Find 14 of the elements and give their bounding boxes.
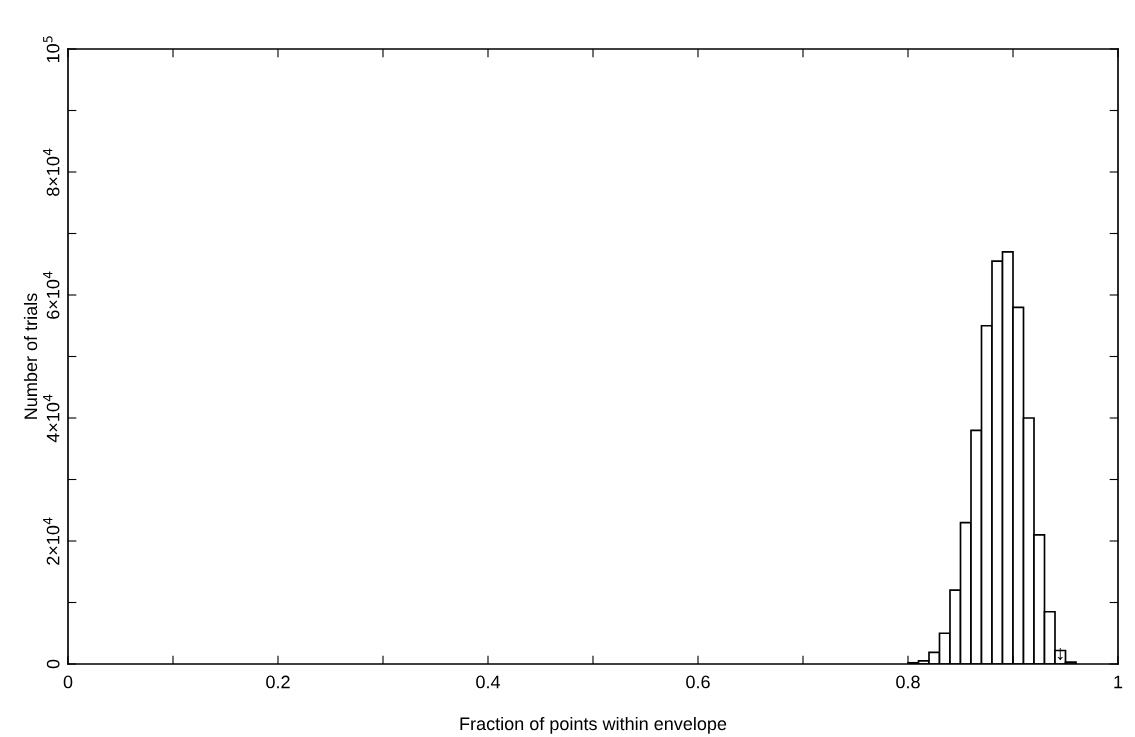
y-tick-label: 0: [46, 659, 60, 669]
x-tick-label: 0: [63, 675, 73, 689]
y-tick-label: 8×10$^{4}$: [43, 148, 60, 196]
y-axis-title: Number of trials: [23, 293, 38, 419]
x-tick-label: 1: [1114, 675, 1123, 689]
x-tick-label: 0.8: [896, 675, 920, 689]
y-tick-label: 10$^{5}$: [43, 36, 60, 63]
x-tick-label: 0.6: [686, 675, 710, 689]
y-tick-label: 2×10$^{4}$: [43, 517, 60, 565]
x-tick-label: 0.2: [266, 675, 290, 689]
x-tick-label: 0.4: [476, 675, 501, 689]
y-tick-label: 6×10$^{4}$: [43, 271, 60, 319]
x-axis-title: Fraction of points within envelope: [460, 716, 727, 734]
y-tick-label: 4×10$^{4}$: [43, 394, 60, 443]
